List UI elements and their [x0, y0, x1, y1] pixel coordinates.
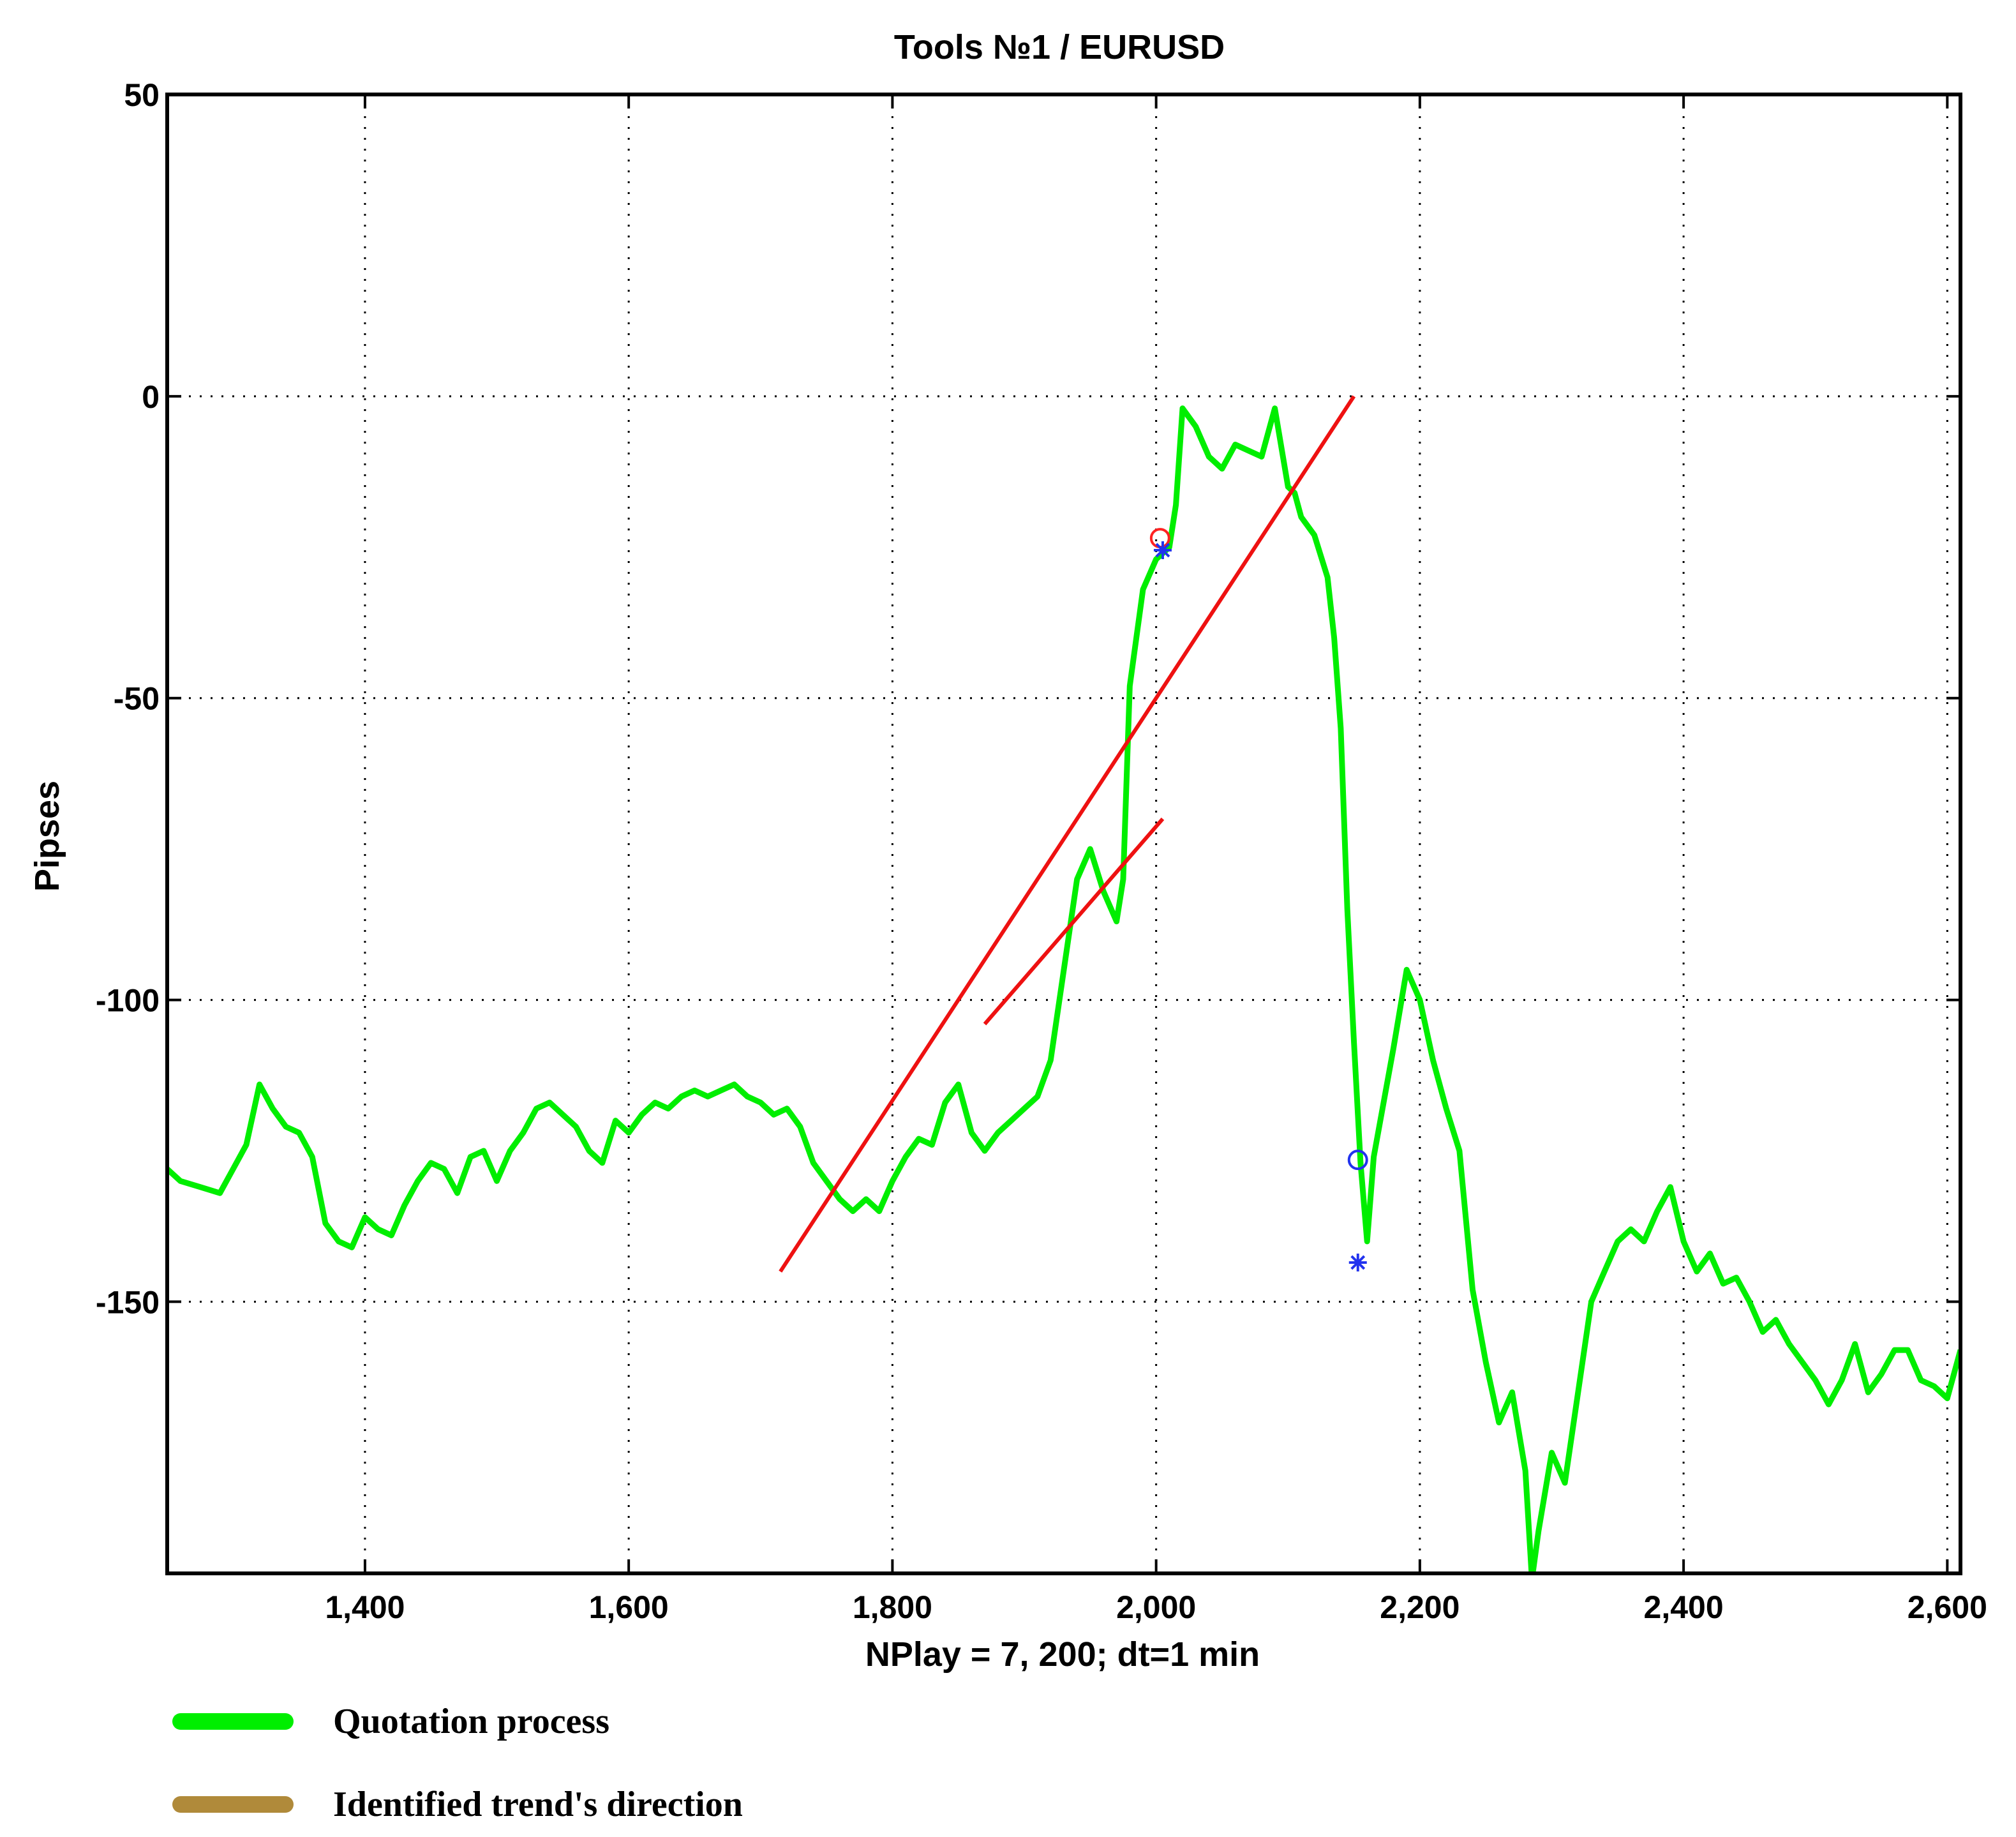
legend-swatch-green — [172, 1713, 294, 1730]
x-tick-label: 2,200 — [1380, 1589, 1460, 1625]
marker-star-stroke — [1155, 543, 1170, 558]
y-tick-label: 0 — [142, 379, 160, 415]
x-tick-label: 1,600 — [589, 1589, 669, 1625]
x-tick-label: 2,000 — [1116, 1589, 1196, 1625]
x-tick-label: 2,600 — [1908, 1589, 1987, 1625]
y-axis-label: Pipses — [28, 781, 66, 892]
chart-title: Tools №1 / EURUSD — [894, 28, 1225, 66]
legend-item-quotation: Quotation process — [172, 1701, 609, 1742]
x-tick-label: 1,400 — [325, 1589, 405, 1625]
plot-series — [167, 395, 1960, 1573]
y-tick-label: 50 — [124, 77, 160, 113]
y-tick-label: -150 — [96, 1284, 160, 1320]
signal-markers — [1149, 528, 1368, 1271]
legend-label-quotation: Quotation process — [333, 1702, 609, 1741]
trend-line — [983, 817, 1165, 1026]
x-tick-label: 2,400 — [1644, 1589, 1724, 1625]
marker-circle — [1347, 1150, 1368, 1171]
trend-line — [779, 395, 1356, 1273]
legend-label-trend: Identified trend's direction — [333, 1785, 743, 1824]
x-axis-label: NPlay = 7, 200; dt=1 min — [865, 1635, 1260, 1674]
marker-star — [1348, 1253, 1367, 1271]
y-tick-label: -50 — [114, 681, 160, 717]
y-tick-label: -100 — [96, 983, 160, 1019]
legend-item-trend: Identified trend's direction — [172, 1784, 743, 1825]
x-tick-label: 1,800 — [853, 1589, 932, 1625]
legend-swatch-brown — [172, 1796, 294, 1813]
marker-star — [1153, 541, 1172, 560]
marker-circle — [1149, 528, 1170, 549]
axis-ticks: 1,400 1,600 1,800 2,000 2,200 2,400 2,600 50 0 -5… — [96, 77, 1987, 1625]
marker-star-stroke — [1350, 1255, 1366, 1270]
grid-lines — [167, 93, 1960, 1573]
quotation-process-line — [167, 405, 1960, 1573]
plot-frame — [165, 93, 1962, 1575]
